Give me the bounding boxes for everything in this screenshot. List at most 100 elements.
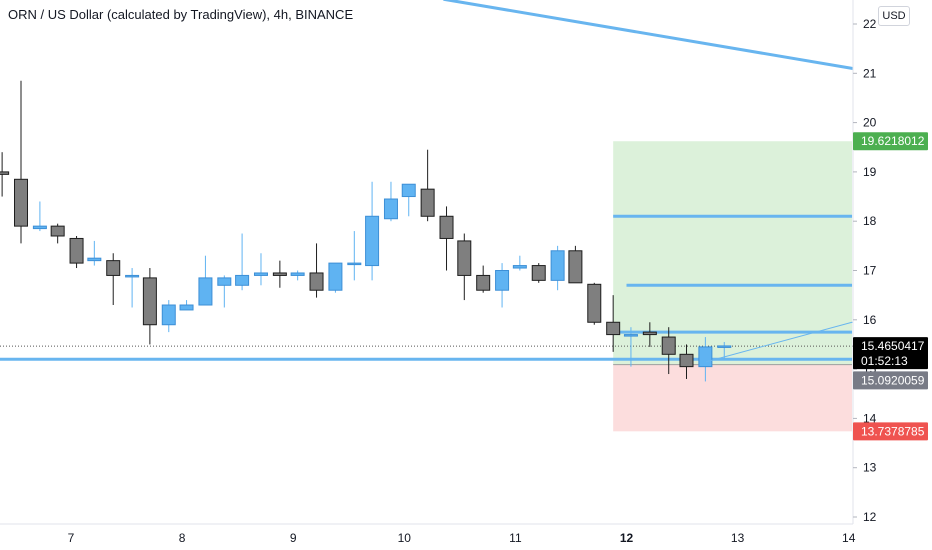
candle-body bbox=[512, 265, 527, 269]
candle-body bbox=[161, 304, 176, 326]
entry-price-label: 15.0920059 bbox=[861, 373, 925, 387]
candle bbox=[439, 206, 454, 271]
candle bbox=[328, 262, 343, 293]
candle-body bbox=[179, 304, 194, 311]
candle bbox=[365, 181, 380, 281]
candle-body bbox=[439, 215, 454, 239]
candle bbox=[550, 245, 565, 291]
candle bbox=[179, 300, 194, 311]
candle bbox=[125, 268, 140, 308]
candle-body bbox=[531, 265, 546, 281]
price-tick-label: 13 bbox=[863, 461, 877, 475]
candle-body bbox=[106, 260, 121, 276]
candle bbox=[679, 344, 694, 379]
candle bbox=[290, 270, 305, 281]
price-tick-label: 12 bbox=[863, 510, 877, 524]
candle bbox=[420, 149, 435, 222]
profit-zone[interactable] bbox=[613, 141, 853, 365]
time-tick-label: 11 bbox=[509, 531, 522, 545]
candle-body bbox=[606, 321, 621, 336]
candle-body bbox=[328, 262, 343, 291]
loss-zone[interactable] bbox=[613, 364, 853, 432]
candle bbox=[309, 243, 324, 298]
stop-price-label-bg bbox=[853, 422, 928, 441]
candle bbox=[87, 240, 102, 266]
candle-body bbox=[309, 272, 324, 291]
candle-body bbox=[87, 257, 102, 262]
candle bbox=[142, 268, 157, 345]
candle-body bbox=[69, 237, 84, 264]
position-zones bbox=[0, 141, 853, 432]
candle-body bbox=[14, 178, 29, 227]
candle bbox=[623, 327, 638, 367]
candle bbox=[347, 231, 362, 281]
candle bbox=[253, 253, 268, 286]
candle bbox=[272, 260, 287, 288]
candle-body bbox=[476, 274, 491, 291]
candle-body bbox=[679, 353, 694, 368]
candle-body bbox=[235, 274, 250, 286]
candle-body bbox=[661, 336, 676, 355]
candle bbox=[50, 223, 65, 244]
trendlines[interactable] bbox=[442, 0, 854, 363]
candle bbox=[698, 337, 713, 382]
candle bbox=[495, 263, 510, 308]
time-axis[interactable]: 7 8 9 10 11 12 13 14 bbox=[0, 523, 856, 545]
candle-body bbox=[642, 331, 657, 336]
current-price-label-countdown: 01:52:13 bbox=[861, 354, 908, 368]
candle-body bbox=[272, 272, 287, 276]
price-tick-label: 17 bbox=[863, 264, 877, 278]
price-tick-label: 14 bbox=[863, 411, 877, 425]
candle-body bbox=[0, 171, 10, 175]
candle-body bbox=[420, 188, 435, 217]
time-tick-label: 8 bbox=[179, 531, 186, 545]
candle bbox=[531, 263, 546, 283]
candle-body bbox=[290, 272, 305, 276]
candle-body bbox=[623, 334, 638, 337]
trendline[interactable] bbox=[705, 321, 853, 363]
candle bbox=[0, 152, 10, 197]
candle-body bbox=[217, 277, 232, 286]
candle bbox=[106, 253, 121, 306]
candle-body bbox=[495, 270, 510, 291]
price-tick-label: 20 bbox=[863, 116, 877, 130]
candle bbox=[217, 275, 232, 308]
current-price-label-bg bbox=[853, 337, 928, 370]
entry-price-label-bg bbox=[853, 371, 928, 390]
chart-title: ORN / US Dollar (calculated by TradingVi… bbox=[8, 7, 354, 22]
price-axis[interactable]: 1213141516171819202122 bbox=[852, 0, 877, 524]
candle bbox=[69, 235, 84, 269]
candle bbox=[717, 341, 732, 360]
price-tick-label: 16 bbox=[863, 313, 877, 327]
candle-body bbox=[50, 225, 65, 237]
time-tick-label: 13 bbox=[731, 531, 745, 545]
candle-body bbox=[717, 345, 732, 348]
candle bbox=[457, 233, 472, 301]
current-price-label: 15.4650417 bbox=[861, 339, 925, 353]
currency-button[interactable]: USD bbox=[878, 6, 910, 26]
candle-body bbox=[198, 277, 213, 306]
trendline[interactable] bbox=[442, 0, 854, 70]
price-tick-label: 18 bbox=[863, 214, 877, 228]
candle-body bbox=[125, 274, 140, 278]
candle bbox=[235, 233, 250, 291]
candle bbox=[401, 183, 416, 217]
candle-body bbox=[568, 250, 583, 284]
candle bbox=[32, 201, 47, 232]
candle bbox=[512, 255, 527, 271]
candle-body bbox=[32, 225, 47, 230]
candle-body bbox=[253, 272, 268, 276]
time-tick-label: 9 bbox=[290, 531, 297, 545]
candle bbox=[606, 295, 621, 352]
price-tick-label: 21 bbox=[863, 66, 877, 80]
candle-body bbox=[401, 183, 416, 198]
target-price-label: 19.6218012 bbox=[861, 134, 925, 148]
price-tick-label: 19 bbox=[863, 165, 877, 179]
candle bbox=[14, 80, 29, 244]
candle bbox=[476, 265, 491, 293]
candle-body bbox=[365, 215, 380, 267]
candles bbox=[0, 80, 732, 382]
candle bbox=[661, 327, 676, 375]
